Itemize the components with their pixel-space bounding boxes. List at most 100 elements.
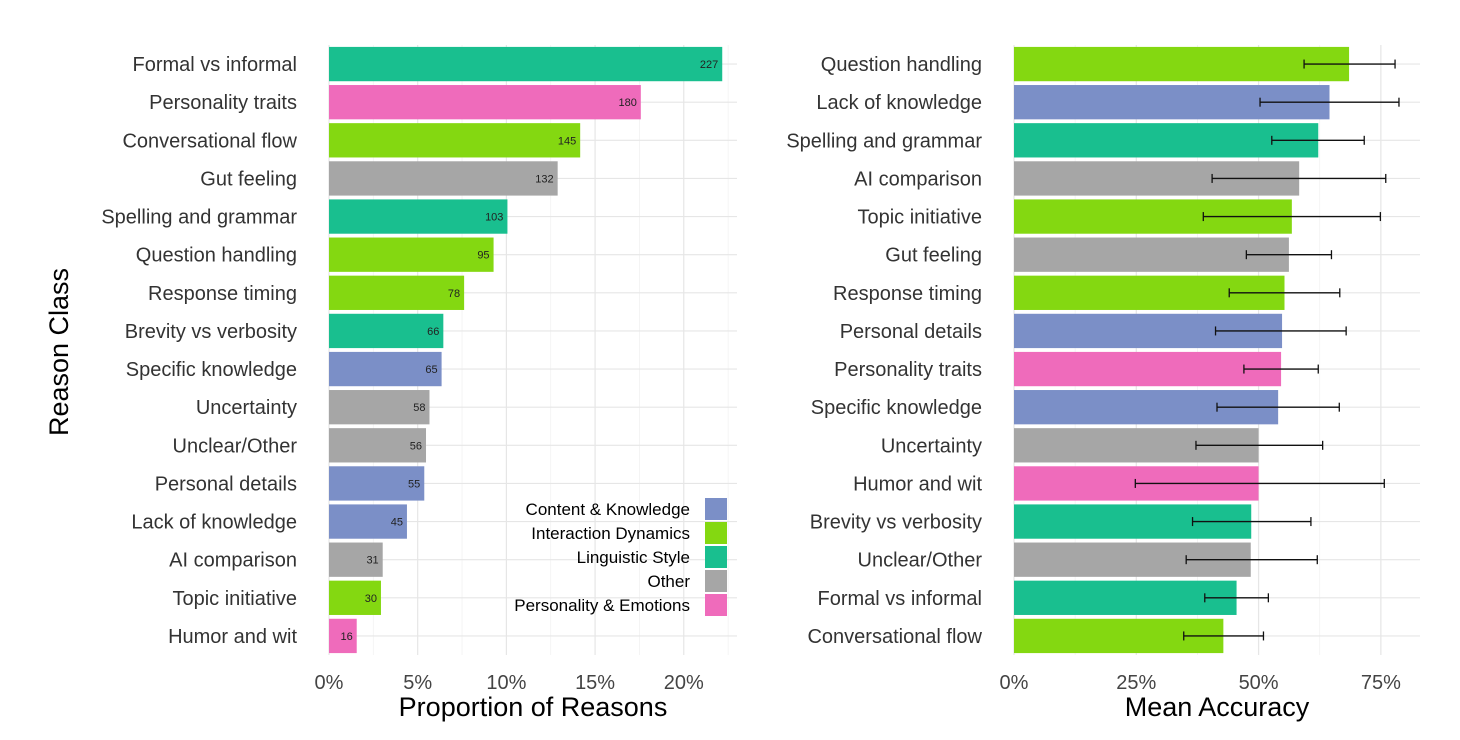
error-bar xyxy=(1134,478,1385,488)
error-bar xyxy=(1211,173,1387,183)
bar-data-label: 227 xyxy=(700,59,718,71)
bar xyxy=(329,313,444,349)
category-label: Personality traits xyxy=(149,92,297,114)
chart-panel-proportion: Formal vs informal Personality traits Conv… xyxy=(101,45,737,722)
category-label: Conversational flow xyxy=(807,626,982,648)
legend-label: Personality & Emotions xyxy=(514,596,690,615)
chart-panel-accuracy: Question handling Lack of knowledge Spelli… xyxy=(786,45,1420,722)
y-axis-title: Reason Class xyxy=(44,268,74,436)
x-tick-label: 50% xyxy=(1239,672,1279,694)
category-label: Uncertainty xyxy=(196,397,297,419)
x-tick-label: 10% xyxy=(486,672,526,694)
category-label: Spelling and grammar xyxy=(101,207,297,229)
error-bar xyxy=(1259,97,1400,107)
bar xyxy=(329,390,430,425)
bar-data-label: 66 xyxy=(427,326,439,338)
bar-data-label: 56 xyxy=(410,440,422,452)
category-label: Question handling xyxy=(821,54,982,76)
error-bar xyxy=(1243,364,1319,374)
bar xyxy=(329,161,558,196)
bar-data-label: 31 xyxy=(366,555,378,567)
bar-data-label: 45 xyxy=(391,517,403,529)
category-label: Unclear/Other xyxy=(858,550,983,572)
x-tick-label: 5% xyxy=(403,672,432,694)
bar xyxy=(329,542,383,577)
bar xyxy=(1014,580,1237,615)
x-axis-title: Proportion of Reasons xyxy=(399,692,668,722)
category-label: Brevity vs verbosity xyxy=(810,512,982,534)
category-label: Spelling and grammar xyxy=(786,130,982,152)
category-label: Humor and wit xyxy=(853,473,982,495)
error-bar xyxy=(1271,135,1365,145)
category-label: Question handling xyxy=(136,245,297,267)
category-label: Specific knowledge xyxy=(811,397,982,419)
bar xyxy=(329,351,442,387)
legend-swatch xyxy=(705,570,727,592)
error-bar xyxy=(1195,440,1324,450)
x-tick-label: 25% xyxy=(1116,672,1156,694)
legend: Content & Knowledge Interaction Dynamics L… xyxy=(514,498,727,616)
bar xyxy=(329,504,407,539)
error-bar xyxy=(1303,59,1396,69)
category-label: Personal details xyxy=(155,473,297,495)
bar xyxy=(329,199,508,234)
category-label: Unclear/Other xyxy=(173,435,298,457)
category-label: Formal vs informal xyxy=(818,588,982,610)
legend-label: Other xyxy=(647,572,690,591)
error-bar xyxy=(1228,288,1341,298)
x-tick-label: 75% xyxy=(1361,672,1401,694)
x-axis-title: Mean Accuracy xyxy=(1125,692,1310,722)
bar-data-label: 132 xyxy=(535,173,553,185)
category-label: Response timing xyxy=(833,283,982,305)
legend-swatch xyxy=(705,498,727,520)
legend-swatch xyxy=(705,594,727,616)
category-label: Conversational flow xyxy=(122,130,297,152)
bar xyxy=(329,618,357,654)
category-label: Lack of knowledge xyxy=(131,512,297,534)
category-label: Topic initiative xyxy=(172,588,297,610)
x-tick-label: 0% xyxy=(315,672,344,694)
bar-data-label: 103 xyxy=(485,212,503,224)
bar xyxy=(329,46,723,82)
legend-swatch xyxy=(705,546,727,568)
bar xyxy=(1014,351,1282,387)
category-label: Formal vs informal xyxy=(133,54,297,76)
category-label: Personal details xyxy=(840,321,982,343)
legend-label: Linguistic Style xyxy=(577,548,690,567)
bar xyxy=(329,275,465,310)
category-label: Personality traits xyxy=(834,359,982,381)
bar-data-label: 180 xyxy=(618,97,636,109)
bar xyxy=(329,123,581,158)
error-bar xyxy=(1185,555,1318,565)
category-label: AI comparison xyxy=(854,168,982,190)
category-label: Response timing xyxy=(148,283,297,305)
bar xyxy=(329,466,425,501)
category-label: Humor and wit xyxy=(168,626,297,648)
bar-data-label: 58 xyxy=(413,402,425,414)
legend-label: Interaction Dynamics xyxy=(531,524,690,543)
bar xyxy=(1014,46,1350,82)
bar-data-label: 55 xyxy=(408,478,420,490)
bar xyxy=(329,580,381,615)
bar xyxy=(1014,123,1319,158)
category-label: AI comparison xyxy=(169,550,297,572)
bar-data-label: 145 xyxy=(558,135,576,147)
category-label: Specific knowledge xyxy=(126,359,297,381)
bar xyxy=(1014,237,1289,272)
x-tick-label: 0% xyxy=(1000,672,1029,694)
error-bar xyxy=(1204,593,1270,603)
category-label: Gut feeling xyxy=(885,245,982,267)
x-tick-label: 20% xyxy=(664,672,704,694)
error-bar xyxy=(1245,250,1333,260)
bar-data-label: 78 xyxy=(448,288,460,300)
error-bar xyxy=(1216,402,1340,412)
bar-data-label: 95 xyxy=(477,250,489,262)
bar xyxy=(329,237,494,272)
category-label: Gut feeling xyxy=(200,168,297,190)
category-label: Uncertainty xyxy=(881,435,982,457)
category-label: Brevity vs verbosity xyxy=(125,321,297,343)
bar-data-label: 30 xyxy=(365,593,377,605)
legend-label: Content & Knowledge xyxy=(526,500,690,519)
legend-swatch xyxy=(705,522,727,544)
